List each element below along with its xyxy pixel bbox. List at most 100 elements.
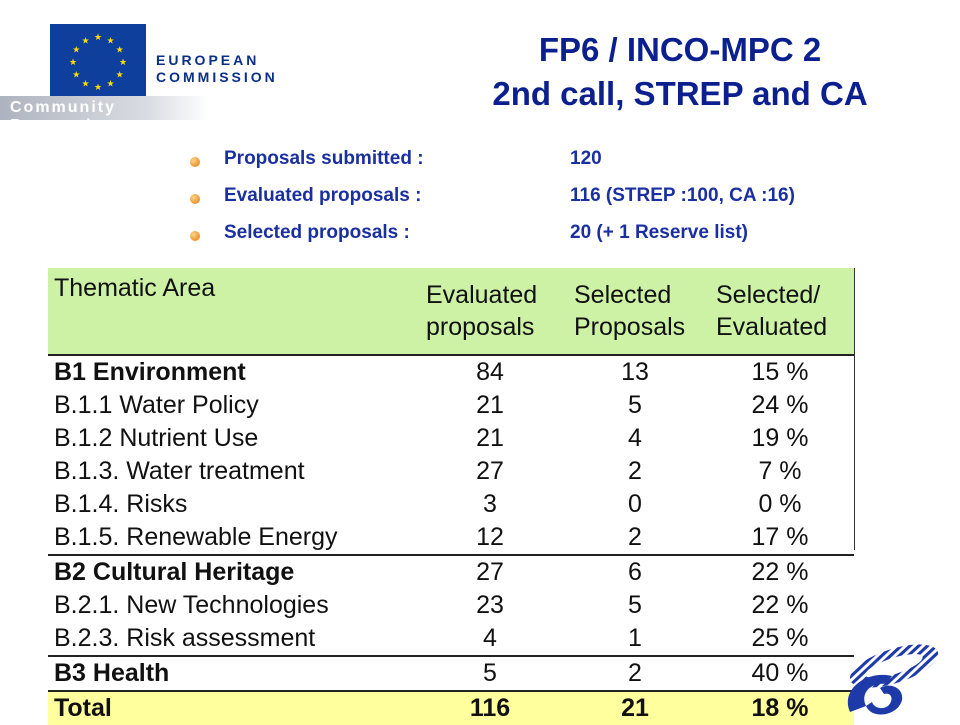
- cell-ratio: 24 %: [751, 391, 809, 419]
- table-row: B3 Health 5 2 40 %: [48, 655, 854, 691]
- cell-selected: 13: [621, 358, 649, 386]
- cell-area: B.1.2 Nutrient Use: [54, 424, 259, 452]
- cell-area: B2 Cultural Heritage: [48, 554, 416, 589]
- cell-ratio: 25 %: [751, 624, 809, 652]
- eu-flag-icon: ★ ★ ★ ★ ★ ★ ★ ★ ★ ★ ★ ★: [50, 24, 146, 96]
- total-evaluated: 116: [416, 690, 564, 725]
- cell-selected: 5: [628, 391, 642, 419]
- svg-text:★: ★: [94, 83, 102, 93]
- table-row: B.1.1 Water Policy 21 5 24 %: [48, 389, 854, 422]
- cell-ratio: 40 %: [706, 655, 854, 691]
- cell-selected: 2: [628, 523, 642, 551]
- summary-value: 20 (+ 1 Reserve list): [570, 222, 748, 243]
- bullet-icon: [190, 194, 200, 204]
- cell-ratio: 22 %: [706, 554, 854, 589]
- bullet-icon: [190, 231, 200, 241]
- cell-ratio: 7 %: [758, 457, 802, 485]
- table-row: B.1.2 Nutrient Use 21 4 19 %: [48, 422, 854, 455]
- page-title: FP6 / INCO-MPC 2 2nd call, STREP and CA: [420, 28, 940, 116]
- summary-value: 116 (STREP :100, CA :16): [570, 185, 795, 206]
- table-row: B.1.3. Water treatment 27 2 7 %: [48, 455, 854, 488]
- cell-ratio: 19 %: [751, 424, 809, 452]
- table-row: B.2.1. New Technologies 23 5 22 %: [48, 589, 854, 622]
- european-commission-logo: ★ ★ ★ ★ ★ ★ ★ ★ ★ ★ ★ ★ EUROPEAN COMMISS…: [0, 0, 300, 134]
- svg-text:★: ★: [116, 71, 124, 81]
- header-evaluated-line-2: proposals: [426, 313, 535, 341]
- cell-area: B1 Environment: [54, 358, 246, 386]
- cell-area: B.2.3. Risk assessment: [54, 624, 316, 652]
- cell-evaluated: 3: [483, 490, 497, 518]
- cell-selected: 0: [628, 490, 642, 518]
- header-evaluated: Evaluated proposals: [416, 268, 564, 356]
- svg-text:★: ★: [72, 46, 80, 56]
- header-selected-line-1: Selected: [574, 281, 672, 309]
- table-row: B1 Environment 84 13 15 %: [48, 355, 854, 389]
- org-line-1: EUROPEAN: [156, 52, 260, 68]
- cell-ratio: 0 %: [758, 490, 802, 518]
- svg-text:★: ★: [106, 36, 114, 46]
- header-selected: Selected Proposals: [564, 268, 706, 356]
- fp6-logo-icon: [832, 636, 944, 720]
- summary-label: Selected proposals :: [224, 222, 410, 243]
- table-row: B.2.3. Risk assessment 4 1 25 %: [48, 622, 854, 656]
- cell-selected: 2: [628, 457, 642, 485]
- cell-area: B3 Health: [48, 655, 416, 691]
- cell-area: B.2.1. New Technologies: [54, 591, 329, 619]
- cell-evaluated: 23: [476, 591, 504, 619]
- cell-selected: 2: [564, 655, 706, 691]
- svg-text:★: ★: [94, 33, 102, 43]
- org-line-2: COMMISSION: [156, 69, 278, 85]
- cell-evaluated: 21: [476, 391, 504, 419]
- cell-area: B.1.1 Water Policy: [54, 391, 259, 419]
- community-research-band: Community Research: [0, 96, 210, 134]
- cell-area: B.1.3. Water treatment: [54, 457, 305, 485]
- header-thematic-area: Thematic Area: [48, 268, 416, 356]
- table-header-row: Thematic Area Evaluated proposals Select…: [48, 268, 854, 356]
- total-label: Total: [48, 690, 416, 725]
- svg-text:★: ★: [119, 58, 127, 68]
- cell-evaluated: 84: [476, 358, 504, 386]
- svg-text:★: ★: [69, 58, 77, 68]
- summary-label: Proposals submitted :: [224, 148, 424, 169]
- cell-evaluated: 27: [476, 457, 504, 485]
- header-selected-line-2: Proposals: [574, 313, 686, 341]
- cell-area: B.1.5. Renewable Energy: [54, 523, 338, 551]
- cell-ratio: 17 %: [751, 523, 809, 551]
- table-row: B.1.4. Risks 3 0 0 %: [48, 488, 854, 521]
- header-ratio: Selected/ Evaluated: [706, 268, 854, 356]
- title-line-2: 2nd call, STREP and CA: [492, 75, 868, 112]
- cell-evaluated: 12: [476, 523, 504, 551]
- svg-text:★: ★: [116, 46, 124, 56]
- cell-evaluated: 21: [476, 424, 504, 452]
- svg-text:★: ★: [72, 71, 80, 81]
- community-research-label: Community Research: [10, 99, 116, 134]
- cell-selected: 1: [628, 624, 642, 652]
- cell-area: B.1.4. Risks: [54, 490, 188, 518]
- title-line-1: FP6 / INCO-MPC 2: [538, 31, 822, 68]
- cell-evaluated: 27: [416, 554, 564, 589]
- cell-ratio: 15 %: [751, 358, 809, 386]
- total-ratio: 18 %: [706, 690, 854, 725]
- header-ratio-line-2: Evaluated: [716, 313, 828, 341]
- total-selected: 21: [564, 690, 706, 725]
- organization-name: EUROPEAN COMMISSION: [156, 52, 278, 86]
- svg-text:★: ★: [106, 80, 114, 90]
- cell-selected: 6: [564, 554, 706, 589]
- summary-value: 120: [570, 148, 602, 169]
- cell-evaluated: 4: [483, 624, 497, 652]
- cell-selected: 5: [628, 591, 642, 619]
- cell-evaluated: 5: [416, 655, 564, 691]
- thematic-area-table: Thematic Area Evaluated proposals Select…: [48, 268, 854, 725]
- header-evaluated-line-1: Evaluated: [426, 281, 538, 309]
- table-row: B.1.5. Renewable Energy 12 2 17 %: [48, 521, 854, 555]
- table-right-border: [854, 268, 855, 550]
- summary-label: Evaluated proposals :: [224, 185, 422, 206]
- table-total-row: Total 116 21 18 %: [48, 690, 854, 725]
- header-ratio-line-1: Selected/: [716, 281, 821, 309]
- svg-text:★: ★: [81, 36, 89, 46]
- bullet-icon: [190, 157, 200, 167]
- cell-ratio: 22 %: [751, 591, 809, 619]
- svg-text:★: ★: [81, 80, 89, 90]
- table-row: B2 Cultural Heritage 27 6 22 %: [48, 554, 854, 589]
- cell-selected: 4: [628, 424, 642, 452]
